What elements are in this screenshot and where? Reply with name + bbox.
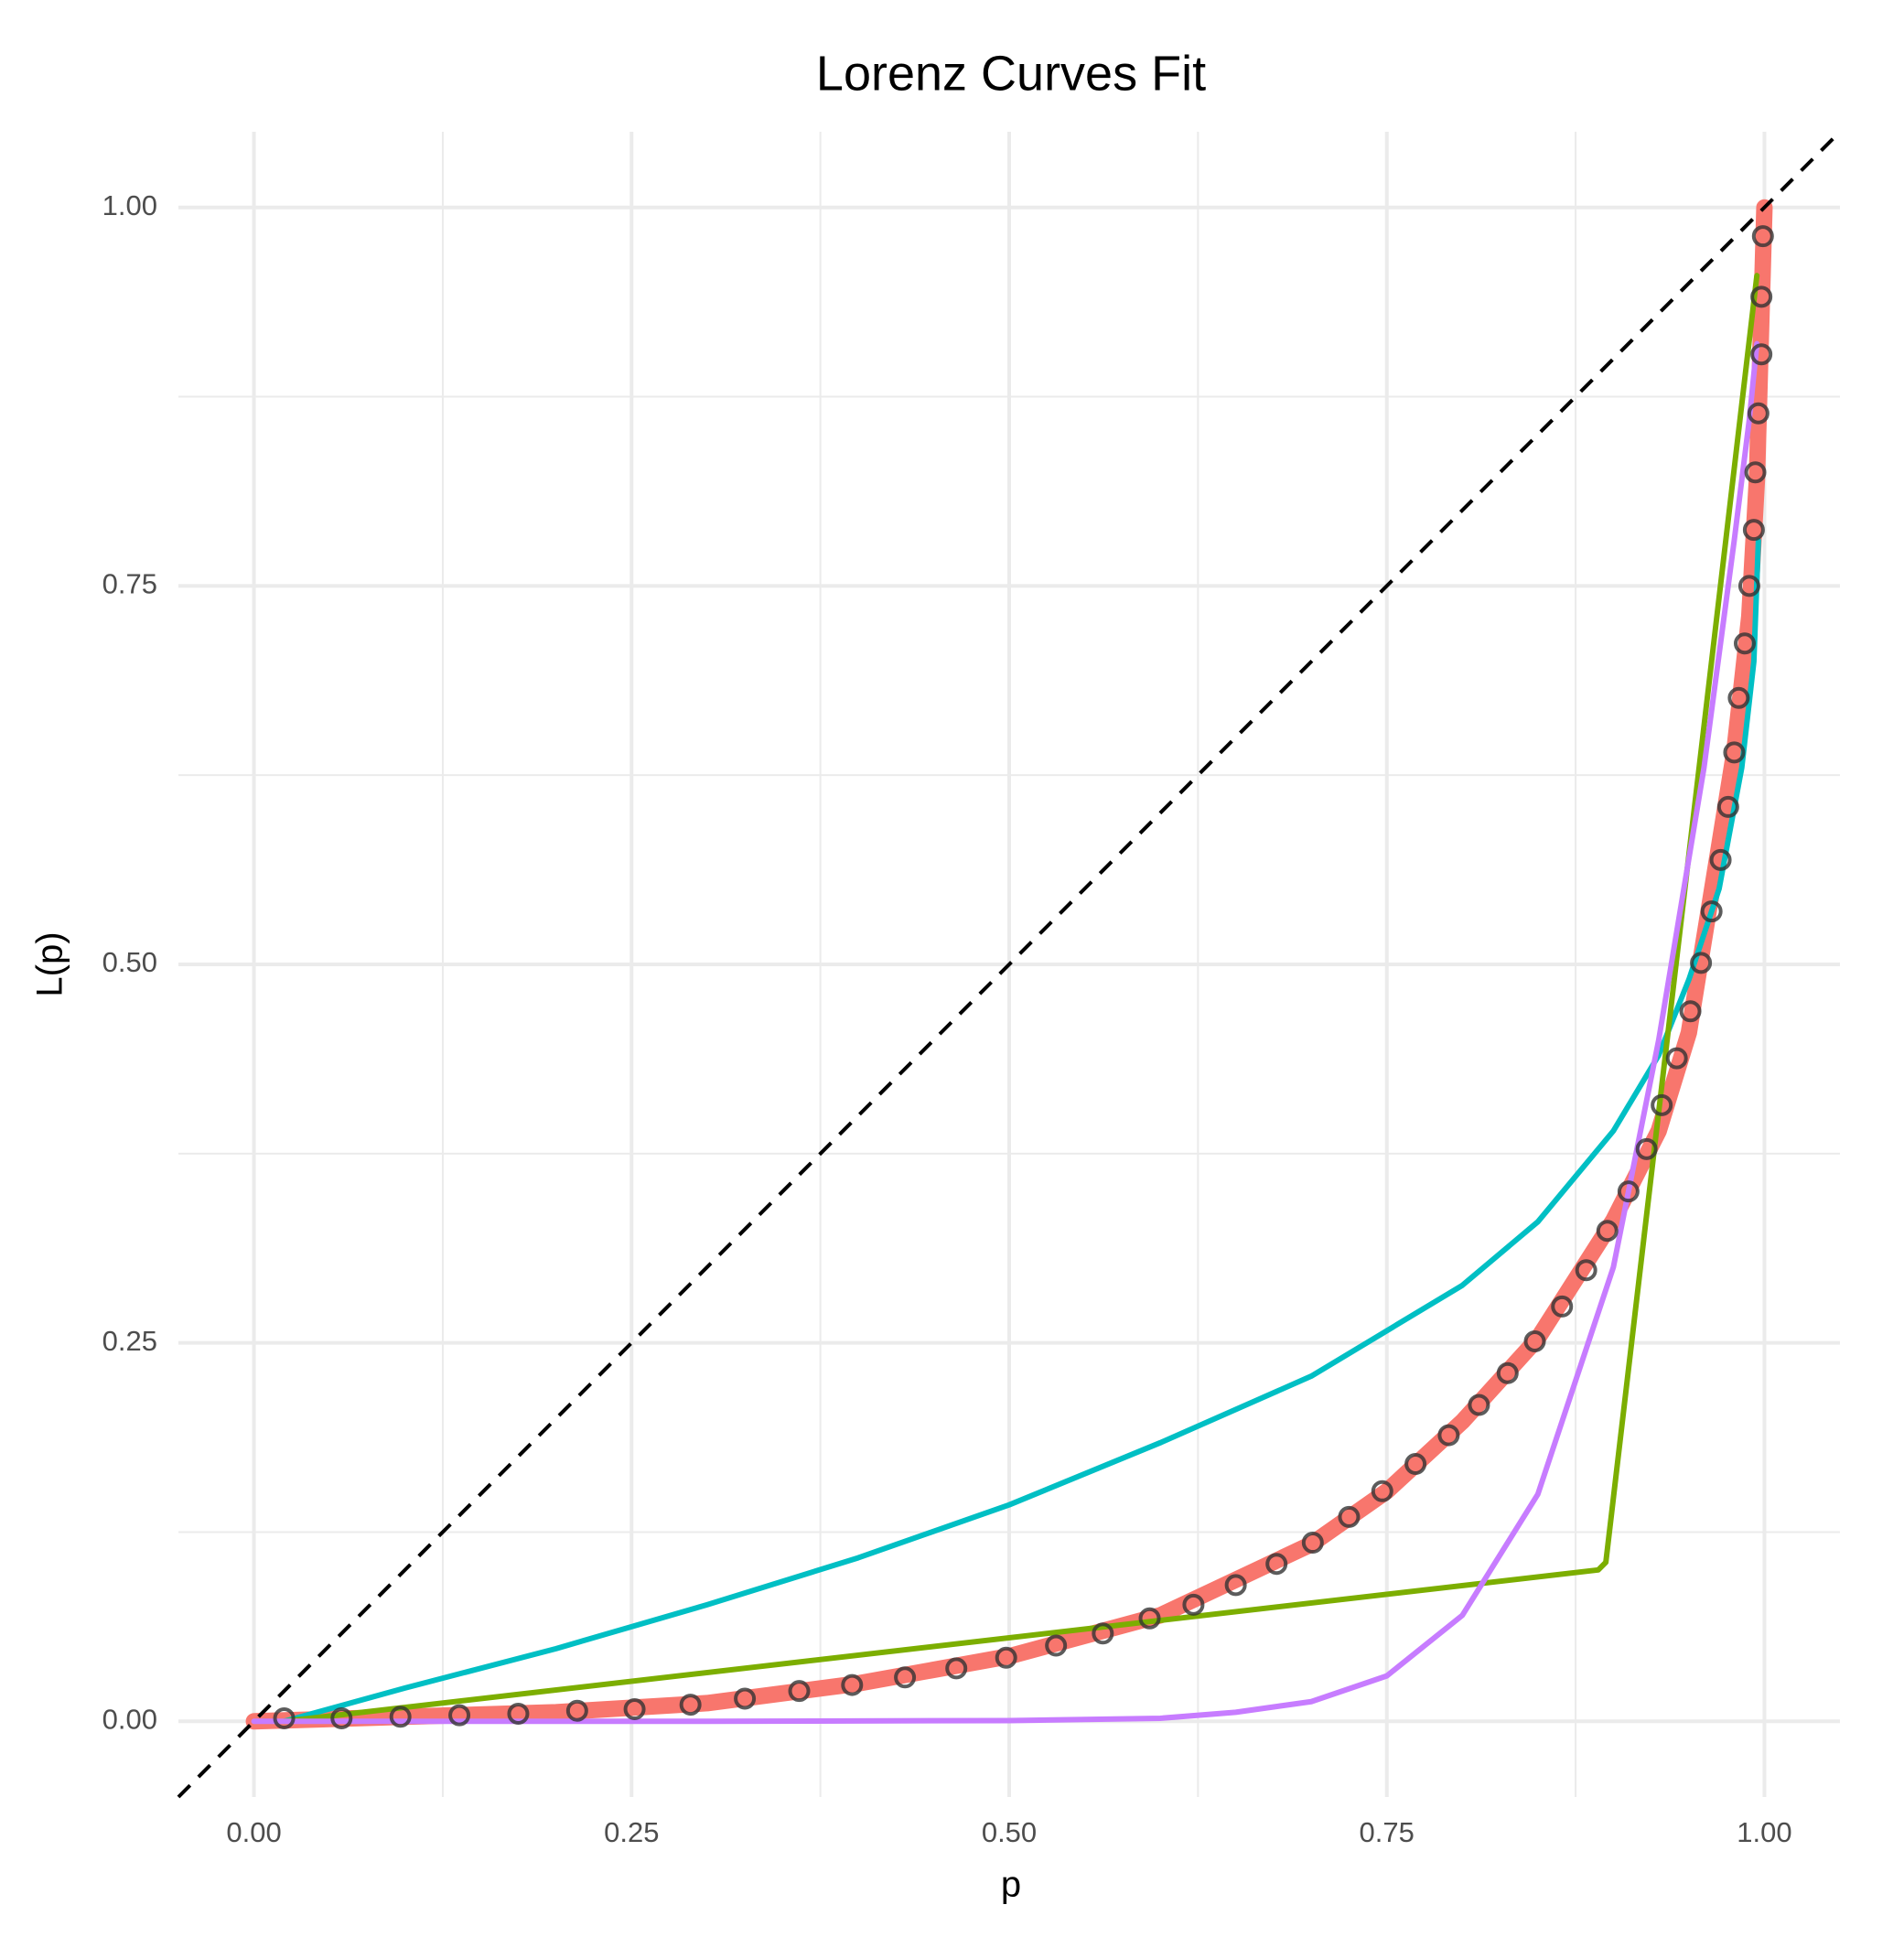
data-point bbox=[389, 1706, 412, 1728]
lorenz-curve bbox=[281, 273, 1760, 1725]
y-tick-label: 0.00 bbox=[102, 1703, 157, 1735]
data-point bbox=[679, 1694, 702, 1716]
data-point bbox=[788, 1680, 811, 1703]
data-point bbox=[1733, 632, 1756, 655]
x-tick-label: 1.00 bbox=[1737, 1816, 1791, 1848]
data-point bbox=[1138, 1607, 1161, 1630]
data-point bbox=[1742, 519, 1765, 542]
data-point bbox=[841, 1673, 864, 1696]
data-point bbox=[1596, 1220, 1619, 1243]
data-point bbox=[565, 1699, 588, 1722]
data-point bbox=[1723, 741, 1746, 764]
data-point bbox=[448, 1704, 471, 1727]
data-point bbox=[1182, 1593, 1205, 1616]
data-point bbox=[1045, 1634, 1068, 1657]
x-tick-label: 0.75 bbox=[1360, 1816, 1415, 1848]
y-tick-label: 0.25 bbox=[102, 1325, 157, 1357]
data-point bbox=[1635, 1137, 1658, 1160]
data-point bbox=[1747, 402, 1770, 425]
data-point bbox=[1404, 1453, 1427, 1475]
data-point bbox=[945, 1657, 968, 1680]
data-point bbox=[1338, 1505, 1361, 1528]
y-axis-label: L(p) bbox=[30, 931, 70, 996]
data-point bbox=[1690, 952, 1713, 974]
x-axis-label: p bbox=[1001, 1865, 1021, 1905]
data-point bbox=[1468, 1394, 1490, 1416]
data-point bbox=[734, 1687, 757, 1710]
data-point bbox=[995, 1646, 1017, 1669]
data-point bbox=[623, 1698, 646, 1721]
data-point bbox=[1727, 686, 1750, 709]
data-point bbox=[1700, 900, 1723, 923]
data-point bbox=[1092, 1622, 1114, 1645]
data-point bbox=[507, 1703, 530, 1725]
data-point bbox=[1679, 1000, 1702, 1023]
data-point bbox=[1744, 461, 1767, 484]
data-point bbox=[1551, 1295, 1574, 1318]
data-point bbox=[1716, 795, 1739, 818]
data-point bbox=[1737, 575, 1760, 597]
data-point bbox=[1265, 1553, 1288, 1576]
data-point bbox=[1523, 1329, 1546, 1352]
data-point bbox=[1437, 1424, 1460, 1447]
data-point bbox=[1496, 1361, 1519, 1384]
y-tick-label: 0.75 bbox=[102, 568, 157, 600]
data-point bbox=[273, 1706, 296, 1729]
data-point bbox=[1750, 285, 1773, 308]
reference-line bbox=[177, 130, 1842, 1799]
data-point bbox=[894, 1666, 917, 1689]
lorenz-curve bbox=[251, 340, 1760, 1725]
data-point bbox=[1709, 848, 1732, 871]
y-tick-label: 0.50 bbox=[102, 946, 157, 978]
data-point bbox=[330, 1706, 353, 1729]
chart-title: Lorenz Curves Fit bbox=[816, 46, 1206, 101]
data-point bbox=[1750, 343, 1773, 366]
x-tick-label: 0.00 bbox=[226, 1816, 281, 1848]
data-point bbox=[1651, 1093, 1673, 1116]
lorenz-curve bbox=[281, 537, 1761, 1725]
data-point bbox=[1575, 1259, 1597, 1282]
y-tick-label: 1.00 bbox=[102, 189, 157, 221]
data-point bbox=[1617, 1180, 1640, 1203]
x-tick-label: 0.25 bbox=[604, 1816, 659, 1848]
data-point bbox=[1665, 1047, 1688, 1070]
lorenz-curve bbox=[245, 199, 1773, 1730]
x-tick-label: 0.50 bbox=[982, 1816, 1037, 1848]
data-point bbox=[1371, 1480, 1393, 1502]
data-point bbox=[1301, 1532, 1324, 1555]
data-point bbox=[1224, 1574, 1247, 1597]
data-point bbox=[1751, 225, 1774, 248]
